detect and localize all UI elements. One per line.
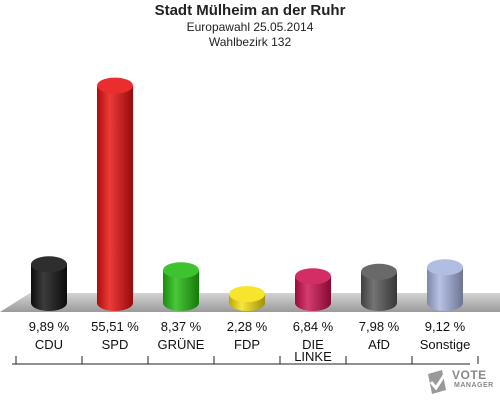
ballot-check-icon [428, 370, 447, 394]
category-label: CDU [35, 337, 63, 352]
vote-manager-logo: VOTE MANAGER [424, 366, 494, 396]
value-label: 9,12 % [425, 319, 466, 334]
logo-text-vote: VOTE [452, 368, 487, 382]
category-label: AfD [368, 337, 390, 352]
bar-cdu [31, 256, 67, 311]
chart-title: Stadt Mülheim an der Ruhr [154, 2, 346, 19]
category-label: GRÜNE [158, 337, 205, 352]
value-label: 2,28 % [227, 319, 268, 334]
chart-subtitle-election: Europawahl 25.05.2014 [186, 20, 314, 34]
title-block: Stadt Mülheim an der Ruhr Europawahl 25.… [0, 2, 500, 50]
category-label: LINKE [294, 349, 332, 364]
value-label: 55,51 % [91, 319, 139, 334]
bar-grüne [163, 262, 199, 311]
value-label: 8,37 % [161, 319, 202, 334]
value-label: 7,98 % [359, 319, 400, 334]
bar-die-linke [295, 268, 331, 311]
category-label: Sonstige [420, 337, 471, 352]
category-label: DIE [302, 337, 324, 352]
value-label: 6,84 % [293, 319, 334, 334]
value-label: 9,89 % [29, 319, 70, 334]
category-label: FDP [234, 337, 260, 352]
bar-spd [97, 77, 133, 311]
chart-subtitle-district: Wahlbezirk 132 [208, 35, 292, 49]
bar-afd [361, 263, 397, 311]
bar-fdp [229, 286, 265, 311]
bar-sonstige [427, 259, 463, 311]
category-label: SPD [102, 337, 129, 352]
logo-text-manager: MANAGER [454, 382, 494, 389]
